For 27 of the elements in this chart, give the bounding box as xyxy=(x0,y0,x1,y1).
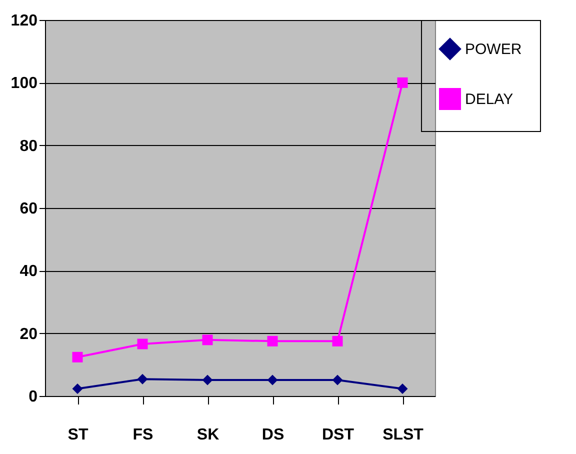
x-tick-label: ST xyxy=(68,426,88,444)
x-tick-label: FS xyxy=(132,426,154,444)
point xyxy=(267,336,278,346)
point xyxy=(137,374,148,384)
x-tick-label: DS xyxy=(262,426,284,444)
point xyxy=(332,336,343,346)
y-tick-label: 0 xyxy=(28,388,38,406)
x-tick-label: DST xyxy=(322,426,354,444)
legend-label: DELAY xyxy=(465,91,514,108)
y-tick-label: 80 xyxy=(20,138,38,155)
point xyxy=(267,374,278,386)
point xyxy=(397,384,408,394)
y-tick-label: 100 xyxy=(10,75,38,92)
point xyxy=(72,384,83,394)
point xyxy=(397,77,408,88)
point xyxy=(72,352,83,362)
y-tick-label: 120 xyxy=(10,12,38,30)
x-tick-label: SLST xyxy=(382,426,424,444)
point xyxy=(202,374,213,386)
y-tick-label: 20 xyxy=(20,326,38,343)
y-tick-label: 60 xyxy=(20,200,38,218)
y-tick-label: 40 xyxy=(20,263,38,280)
legend-label: POWER xyxy=(465,41,522,58)
x-tick-label: SK xyxy=(196,426,220,444)
point xyxy=(332,374,343,386)
point xyxy=(202,334,213,346)
point xyxy=(137,338,148,350)
